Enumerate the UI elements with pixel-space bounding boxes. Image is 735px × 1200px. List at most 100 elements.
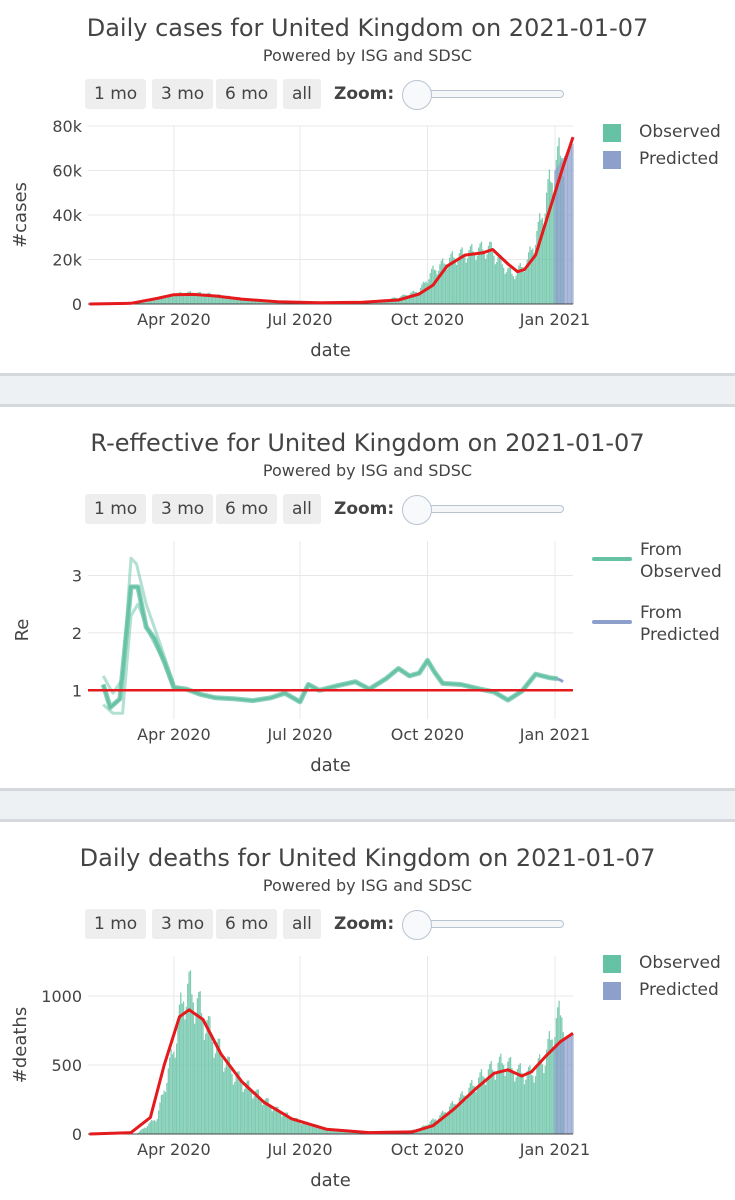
observed-bar bbox=[472, 251, 474, 304]
observed-bar bbox=[200, 1012, 203, 1134]
observed-bar bbox=[300, 1124, 302, 1134]
observed-bar bbox=[164, 298, 167, 304]
observed-bar bbox=[278, 1111, 280, 1134]
observed-bar bbox=[496, 261, 498, 304]
y-tick-label: 0 bbox=[72, 295, 82, 314]
observed-bar bbox=[527, 252, 530, 304]
range-6mo-button[interactable]: 6 mo bbox=[216, 79, 278, 109]
predicted-bar bbox=[558, 164, 560, 304]
predicted-bar bbox=[561, 160, 563, 304]
predicted-bar bbox=[561, 1040, 563, 1134]
observed-bar bbox=[185, 293, 187, 304]
observed-bar bbox=[457, 260, 459, 304]
range-6mo-button[interactable]: 6 mo bbox=[216, 909, 278, 939]
observed-bar bbox=[533, 1082, 535, 1134]
x-tick-label: Jan 2021 bbox=[519, 1140, 590, 1159]
observed-bar bbox=[544, 213, 546, 304]
observed-bar bbox=[146, 301, 149, 304]
legend-label-predicted[interactable]: Predicted bbox=[639, 980, 719, 1000]
observed-bar bbox=[166, 1082, 168, 1134]
observed-bar bbox=[141, 1128, 143, 1134]
observed-bar bbox=[235, 297, 237, 304]
range-3mo-button[interactable]: 3 mo bbox=[152, 909, 214, 939]
range-all-button[interactable]: all bbox=[283, 79, 321, 109]
observed-bar bbox=[525, 1079, 527, 1134]
observed-bar bbox=[514, 1081, 516, 1134]
observed-bar bbox=[332, 1128, 334, 1134]
observed-bar bbox=[453, 257, 455, 304]
observed-bar bbox=[297, 1120, 300, 1134]
zoom-slider-handle[interactable] bbox=[402, 495, 432, 525]
range-all-button[interactable]: all bbox=[283, 494, 321, 524]
predicted-bar bbox=[562, 158, 564, 304]
observed-bar bbox=[232, 298, 235, 304]
legend-line-observed bbox=[592, 557, 632, 561]
observed-bar bbox=[178, 1004, 181, 1134]
observed-bar bbox=[260, 300, 262, 304]
range-1mo-button[interactable]: 1 mo bbox=[85, 494, 147, 524]
observed-bar bbox=[213, 296, 215, 304]
observed-bar bbox=[451, 1100, 454, 1134]
deaths-panel: Daily deaths for United Kingdom on 2021-… bbox=[0, 830, 735, 1200]
observed-bar bbox=[504, 274, 506, 304]
observed-bar bbox=[279, 1112, 282, 1134]
range-3mo-button[interactable]: 3 mo bbox=[152, 79, 214, 109]
observed-bar bbox=[162, 1094, 164, 1134]
observed-bar bbox=[256, 299, 258, 304]
observed-bar bbox=[471, 1080, 473, 1134]
observed-bar bbox=[466, 258, 469, 304]
observed-bar bbox=[461, 1091, 463, 1134]
range-6mo-button[interactable]: 6 mo bbox=[216, 494, 278, 524]
observed-bar bbox=[509, 267, 512, 304]
observed-bar bbox=[448, 1106, 451, 1134]
observed-bar bbox=[148, 1123, 150, 1134]
observed-bar bbox=[180, 291, 182, 304]
observed-bar bbox=[526, 1070, 528, 1134]
observed-bar bbox=[245, 298, 247, 304]
observed-bar bbox=[322, 1127, 325, 1134]
range-all-button[interactable]: all bbox=[283, 909, 321, 939]
observed-bar bbox=[155, 1121, 157, 1134]
observed-bar bbox=[421, 284, 423, 304]
legend-label-from-observed[interactable]: From Observed bbox=[640, 540, 722, 582]
observed-bar bbox=[479, 1072, 481, 1134]
observed-bars bbox=[137, 970, 564, 1134]
y-tick-label: 2 bbox=[72, 624, 82, 643]
observed-bar bbox=[192, 293, 194, 304]
predicted-bar bbox=[568, 1036, 570, 1134]
range-1mo-button[interactable]: 1 mo bbox=[85, 79, 147, 109]
observed-bar bbox=[518, 1064, 520, 1134]
observed-bar bbox=[259, 300, 261, 304]
range-1mo-button[interactable]: 1 mo bbox=[85, 909, 147, 939]
predicted-bar bbox=[554, 170, 556, 304]
zoom-slider-handle[interactable] bbox=[402, 80, 432, 110]
legend-label-observed[interactable]: Observed bbox=[639, 953, 721, 973]
observed-bar bbox=[223, 297, 225, 304]
observed-bar bbox=[266, 1098, 268, 1134]
observed-bar bbox=[454, 258, 456, 304]
observed-bar bbox=[526, 259, 528, 304]
legend-label-from-predicted[interactable]: From Predicted bbox=[640, 603, 720, 645]
observed-bar bbox=[508, 267, 510, 304]
observed-bar bbox=[507, 268, 509, 304]
x-tick-label: Jan 2021 bbox=[519, 310, 590, 329]
observed-bar bbox=[209, 1016, 211, 1134]
legend-label-predicted[interactable]: Predicted bbox=[639, 149, 719, 169]
range-3mo-button[interactable]: 3 mo bbox=[152, 494, 214, 524]
observed-bar bbox=[306, 1121, 308, 1134]
observed-bar bbox=[142, 302, 145, 304]
observed-bar bbox=[164, 1092, 167, 1134]
predicted-bar bbox=[572, 1034, 574, 1134]
re-chart: 1 2 3 Apr 2020 Jul 2020 Oct 2020 Jan 2021 date R… bbox=[12, 541, 590, 776]
legend-label-observed[interactable]: Observed bbox=[639, 122, 721, 142]
observed-bar bbox=[152, 300, 154, 304]
observed-bar bbox=[163, 1090, 165, 1134]
observed-bar bbox=[521, 267, 523, 304]
zoom-slider-handle[interactable] bbox=[402, 910, 432, 940]
predicted-bar bbox=[558, 1042, 560, 1134]
observed-bar bbox=[503, 1065, 505, 1134]
observed-bar bbox=[544, 1065, 546, 1134]
observed-bar bbox=[253, 300, 255, 304]
chart-title: Daily cases for United Kingdom on 2021-0… bbox=[86, 14, 649, 42]
zoom-label: Zoom: bbox=[334, 499, 395, 519]
